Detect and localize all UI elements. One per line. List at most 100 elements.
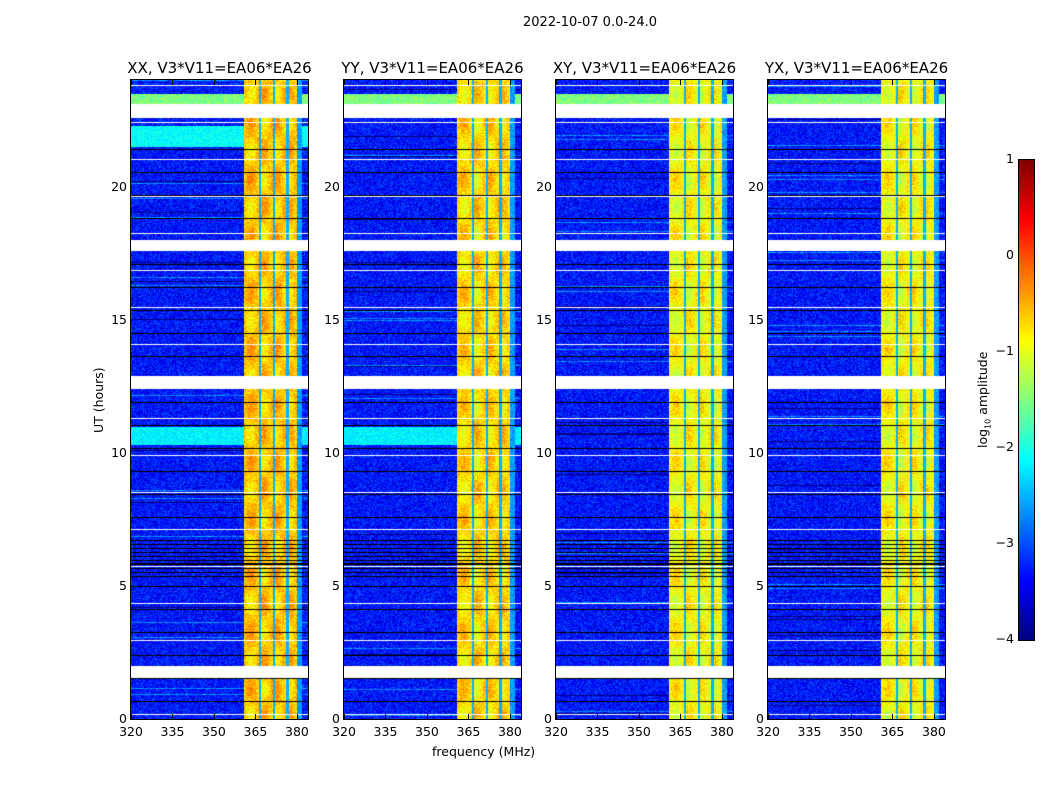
x-tick-mark [255,80,257,85]
x-tick-label: 380 [710,724,734,739]
x-tick-label: 380 [922,724,946,739]
x-axis-label: frequency (MHz) [432,744,536,759]
y-tick-label: 15 [324,311,340,327]
y-tick-label: 10 [748,444,764,460]
x-tick-mark [509,80,511,85]
x-tick-label: 335 [797,724,822,739]
x-tick-label: 320 [756,724,780,739]
x-tick-mark [638,80,640,85]
x-tick-label: 365 [456,724,481,739]
x-tick-mark [426,80,428,85]
x-tick-mark [213,714,215,719]
spectrogram-panel [343,79,522,720]
spectrogram-panel [130,79,309,720]
x-tick-mark [638,714,640,719]
x-tick-mark [933,80,935,85]
colorbar-tick-label: −2 [995,439,1014,454]
x-tick-mark [426,714,428,719]
spectrogram-panel [767,79,946,720]
y-tick-label: 0 [544,711,552,726]
y-tick-label: 10 [324,444,340,460]
y-tick-label: 0 [332,711,340,726]
x-tick-mark [385,714,387,719]
x-tick-mark [556,714,557,719]
x-tick-mark [809,714,811,719]
x-tick-label: 320 [332,724,356,739]
x-tick-mark [850,714,852,719]
panel-title: XY, V3*V11=EA06*EA26 [552,59,737,77]
x-tick-label: 350 [839,724,863,739]
x-tick-mark [131,80,132,85]
x-tick-mark [809,80,811,85]
x-tick-label: 335 [585,724,610,739]
colorbar-tick-label: 0 [1006,247,1014,262]
x-tick-mark [721,714,723,719]
x-tick-mark [509,714,511,719]
figure-title: 2022-10-07 0.0-24.0 [523,15,657,30]
y-tick-label: 10 [111,444,127,460]
y-tick-label: 20 [324,178,340,194]
spectrogram-panel [555,79,734,720]
x-tick-label: 335 [160,724,185,739]
x-tick-mark [468,80,470,85]
x-tick-label: 380 [285,724,309,739]
y-tick-label: 20 [748,178,764,194]
x-tick-mark [892,80,894,85]
x-tick-mark [721,80,723,85]
x-tick-mark [768,80,769,85]
x-tick-mark [850,80,852,85]
y-tick-label: 0 [756,711,764,726]
y-tick-label: 5 [332,577,340,593]
x-tick-mark [680,714,682,719]
x-tick-mark [172,80,174,85]
x-tick-mark [385,80,387,85]
x-tick-mark [597,714,599,719]
panel-title: XX, V3*V11=EA06*EA26 [127,59,312,77]
x-tick-label: 365 [243,724,268,739]
y-tick-label: 15 [748,311,764,327]
x-tick-mark [468,714,470,719]
x-tick-mark [296,80,298,85]
colorbar-tick-label: 1 [1006,151,1014,166]
x-tick-mark [344,714,345,719]
colorbar-tick-label: −3 [995,535,1014,550]
x-tick-mark [296,714,298,719]
y-axis-label: UT (hours) [91,367,106,433]
x-tick-mark [172,714,174,719]
colorbar-tick-label: −1 [995,343,1014,358]
x-tick-label: 350 [627,724,651,739]
x-tick-label: 350 [415,724,439,739]
panel-title: YY, V3*V11=EA06*EA26 [341,59,524,77]
x-tick-label: 335 [373,724,398,739]
x-tick-mark [768,714,769,719]
colorbar-tick-label: −4 [995,631,1014,646]
x-tick-label: 320 [119,724,143,739]
colorbar-label: log10 amplitude [975,351,993,448]
x-tick-mark [680,80,682,85]
y-tick-label: 5 [756,577,764,593]
x-tick-label: 365 [880,724,905,739]
y-tick-label: 5 [119,577,127,593]
y-tick-label: 0 [119,711,127,726]
x-tick-mark [213,80,215,85]
x-tick-label: 380 [498,724,522,739]
y-tick-label: 15 [536,311,552,327]
x-tick-mark [892,714,894,719]
x-tick-label: 320 [544,724,568,739]
y-tick-label: 20 [111,178,127,194]
x-tick-mark [131,714,132,719]
x-tick-mark [255,714,257,719]
colorbar [1018,159,1035,641]
x-tick-mark [556,80,557,85]
y-tick-label: 20 [536,178,552,194]
x-tick-label: 365 [668,724,693,739]
y-tick-label: 10 [536,444,552,460]
y-tick-label: 5 [544,577,552,593]
x-tick-label: 350 [202,724,226,739]
x-tick-mark [344,80,345,85]
x-tick-mark [933,714,935,719]
panel-title: YX, V3*V11=EA06*EA26 [764,59,949,77]
y-tick-label: 15 [111,311,127,327]
x-tick-mark [597,80,599,85]
